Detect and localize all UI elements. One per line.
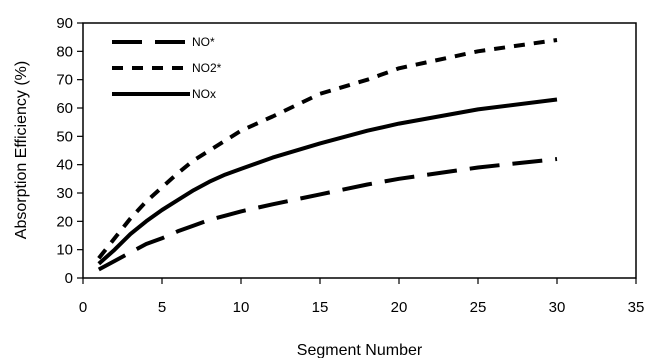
y-tick-label: 60 [56,100,73,117]
y-tick-label: 10 [56,242,73,259]
x-tick-label: 15 [312,299,329,316]
y-tick-label: 80 [56,43,73,60]
y-tick-label: 20 [56,213,73,230]
y-tick-label: 70 [56,72,73,89]
y-axis: 0 10 20 30 40 50 60 70 80 90 [56,15,83,287]
series-layer [97,38,558,272]
series-line-no2 [97,38,558,260]
x-tick-label: 5 [158,299,166,316]
plot-area-frame [82,22,637,279]
y-tick-label: 30 [56,185,73,202]
series-line-nox [97,97,558,266]
x-tick-label: 0 [79,299,87,316]
legend-label-no: NO* [192,35,215,49]
legend-label-no2: NO2* [192,61,222,75]
series-line-no [97,157,558,272]
legend-label-nox: NOx [192,87,216,101]
x-tick-label: 10 [233,299,250,316]
y-tick-label: 90 [56,15,73,32]
x-tick-label: 20 [391,299,408,316]
x-tick-label: 30 [549,299,566,316]
y-tick-label: 50 [56,128,73,145]
x-tick-label: 35 [628,299,645,316]
y-tick-label: 0 [65,270,73,287]
y-tick-label: 40 [56,157,73,174]
legend: NO* NO2* NOx [112,35,222,101]
x-tick-label: 25 [470,299,487,316]
y-axis-title: Absorption Efficiency (%) [13,61,30,239]
x-axis: 0 5 10 15 20 25 30 35 [79,278,645,316]
x-axis-title: Segment Number [297,342,423,358]
